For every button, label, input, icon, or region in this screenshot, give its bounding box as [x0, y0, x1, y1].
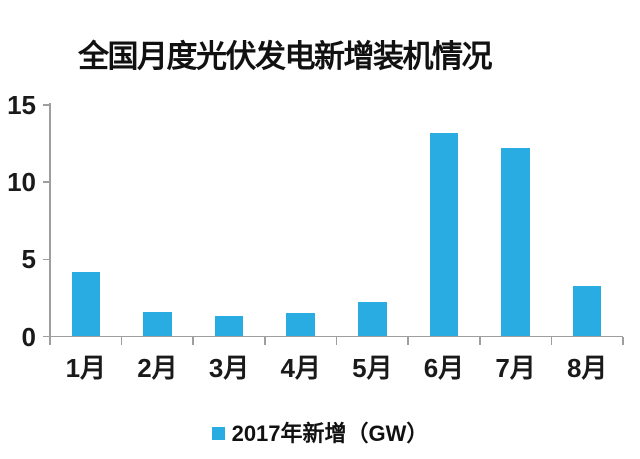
bar	[214, 316, 244, 337]
y-tick	[43, 181, 50, 183]
x-tick	[120, 337, 123, 345]
x-tick-label: 8月	[566, 353, 608, 383]
x-axis-line	[43, 335, 623, 338]
x-tick	[192, 337, 195, 345]
x-tick-label: 3月	[208, 353, 250, 383]
bar	[358, 301, 387, 337]
legend-label: 2017年新增（GW）	[231, 421, 429, 446]
bar	[71, 271, 101, 337]
chart-title: 全国月度光伏发电新增装机情况	[78, 39, 493, 74]
x-tick	[335, 337, 338, 345]
y-tick	[43, 258, 50, 261]
x-tick	[622, 337, 624, 345]
x-tick-label: 2月	[137, 353, 178, 383]
y-tick-label: 10	[7, 167, 36, 198]
legend-color-swatch	[211, 426, 225, 440]
x-tick	[478, 337, 481, 345]
x-tick-label: 4月	[280, 353, 321, 383]
y-axis-line	[49, 103, 51, 337]
bar	[143, 311, 172, 337]
x-tick-label: 5月	[352, 353, 393, 383]
x-tick-label: 6月	[423, 353, 465, 383]
y-tick-label: 15	[7, 90, 36, 120]
bar	[501, 148, 530, 337]
x-tick-label: 1月	[65, 353, 107, 383]
legend: 2017年新增（GW）	[0, 417, 640, 447]
y-tick-label: 5	[21, 244, 36, 275]
x-tick	[550, 337, 553, 345]
y-tick-label: 0	[21, 321, 36, 352]
y-tick	[43, 104, 50, 106]
bar	[572, 285, 602, 337]
x-tick-label: 7月	[495, 353, 536, 383]
x-tick	[49, 337, 51, 345]
bar	[286, 313, 315, 337]
bar	[429, 132, 459, 337]
x-tick	[407, 337, 409, 345]
x-tick	[264, 337, 266, 345]
